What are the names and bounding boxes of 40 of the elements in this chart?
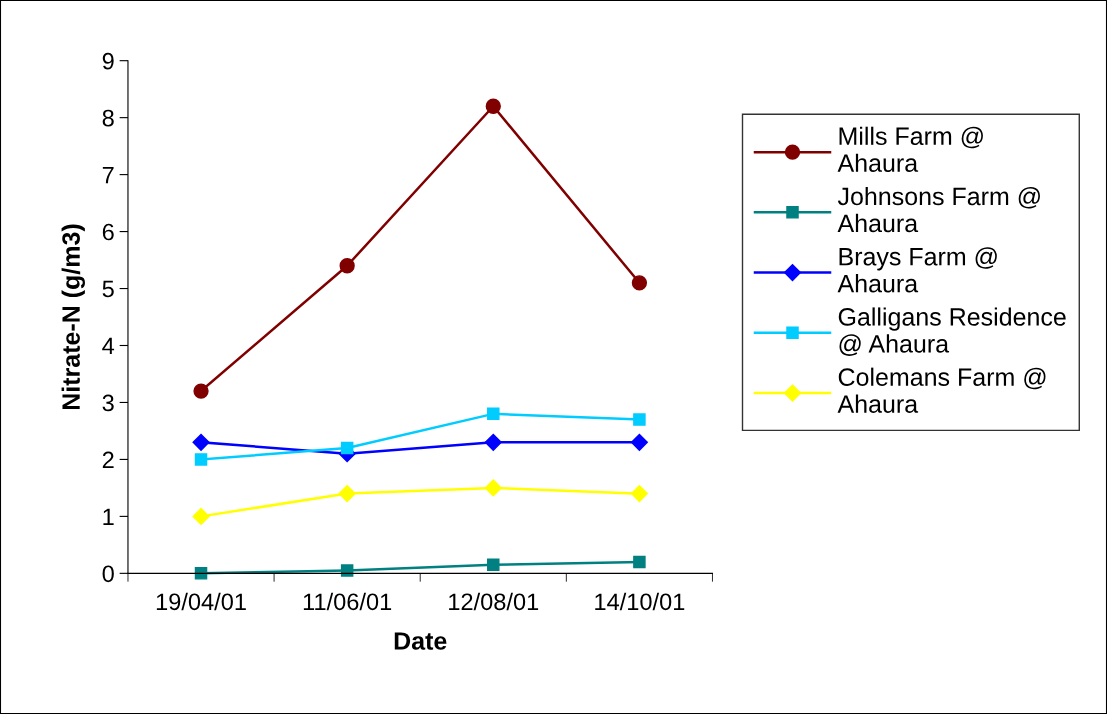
y-tick-label: 6 [102, 223, 114, 241]
y-tick-label: 8 [102, 109, 114, 127]
x-tick-label: 11/06/01 [303, 592, 392, 611]
x-axis-title: Date [394, 632, 447, 650]
point [633, 555, 646, 569]
point [484, 479, 502, 497]
point [630, 433, 648, 451]
legend-label: Brays Farm @ Ahaura [837, 247, 997, 293]
point [339, 258, 355, 274]
y-tick-label: 5 [102, 280, 114, 298]
y-tick-label: 0 [102, 565, 114, 583]
y-tick-label: 2 [102, 451, 114, 468]
y-tick-label: 3 [102, 394, 114, 412]
point [487, 558, 500, 572]
point [631, 275, 648, 291]
point [485, 98, 501, 114]
y-tick-label: 7 [102, 166, 114, 184]
point [633, 413, 646, 426]
x-tick-label: 19/04/01 [156, 592, 246, 611]
point [340, 564, 354, 577]
legend-label: Mills Farm @ Ahaura [837, 126, 983, 172]
point [194, 567, 208, 580]
legend-label: Galligans Residence @ Ahaura [838, 307, 1066, 356]
point [630, 485, 648, 503]
x-tick-label: 12/08/01 [449, 592, 539, 611]
point [484, 433, 502, 451]
point [340, 441, 354, 455]
y-tick-label: 9 [102, 52, 114, 70]
legend-label: Johnsons Farm @ Ahaura [837, 186, 1040, 233]
point [192, 433, 210, 451]
y-axis-title: Nitrate-N (g/m3) [61, 224, 85, 410]
point [487, 407, 500, 421]
legend-label: Colemans Farm @ Ahaura [837, 367, 1046, 413]
point [193, 383, 209, 399]
point [194, 453, 208, 466]
x-tick-label: 14/10/01 [595, 592, 685, 611]
point [338, 485, 356, 503]
y-tick-label: 1 [103, 508, 114, 525]
point [192, 507, 210, 525]
y-tick-label: 4 [102, 337, 115, 355]
